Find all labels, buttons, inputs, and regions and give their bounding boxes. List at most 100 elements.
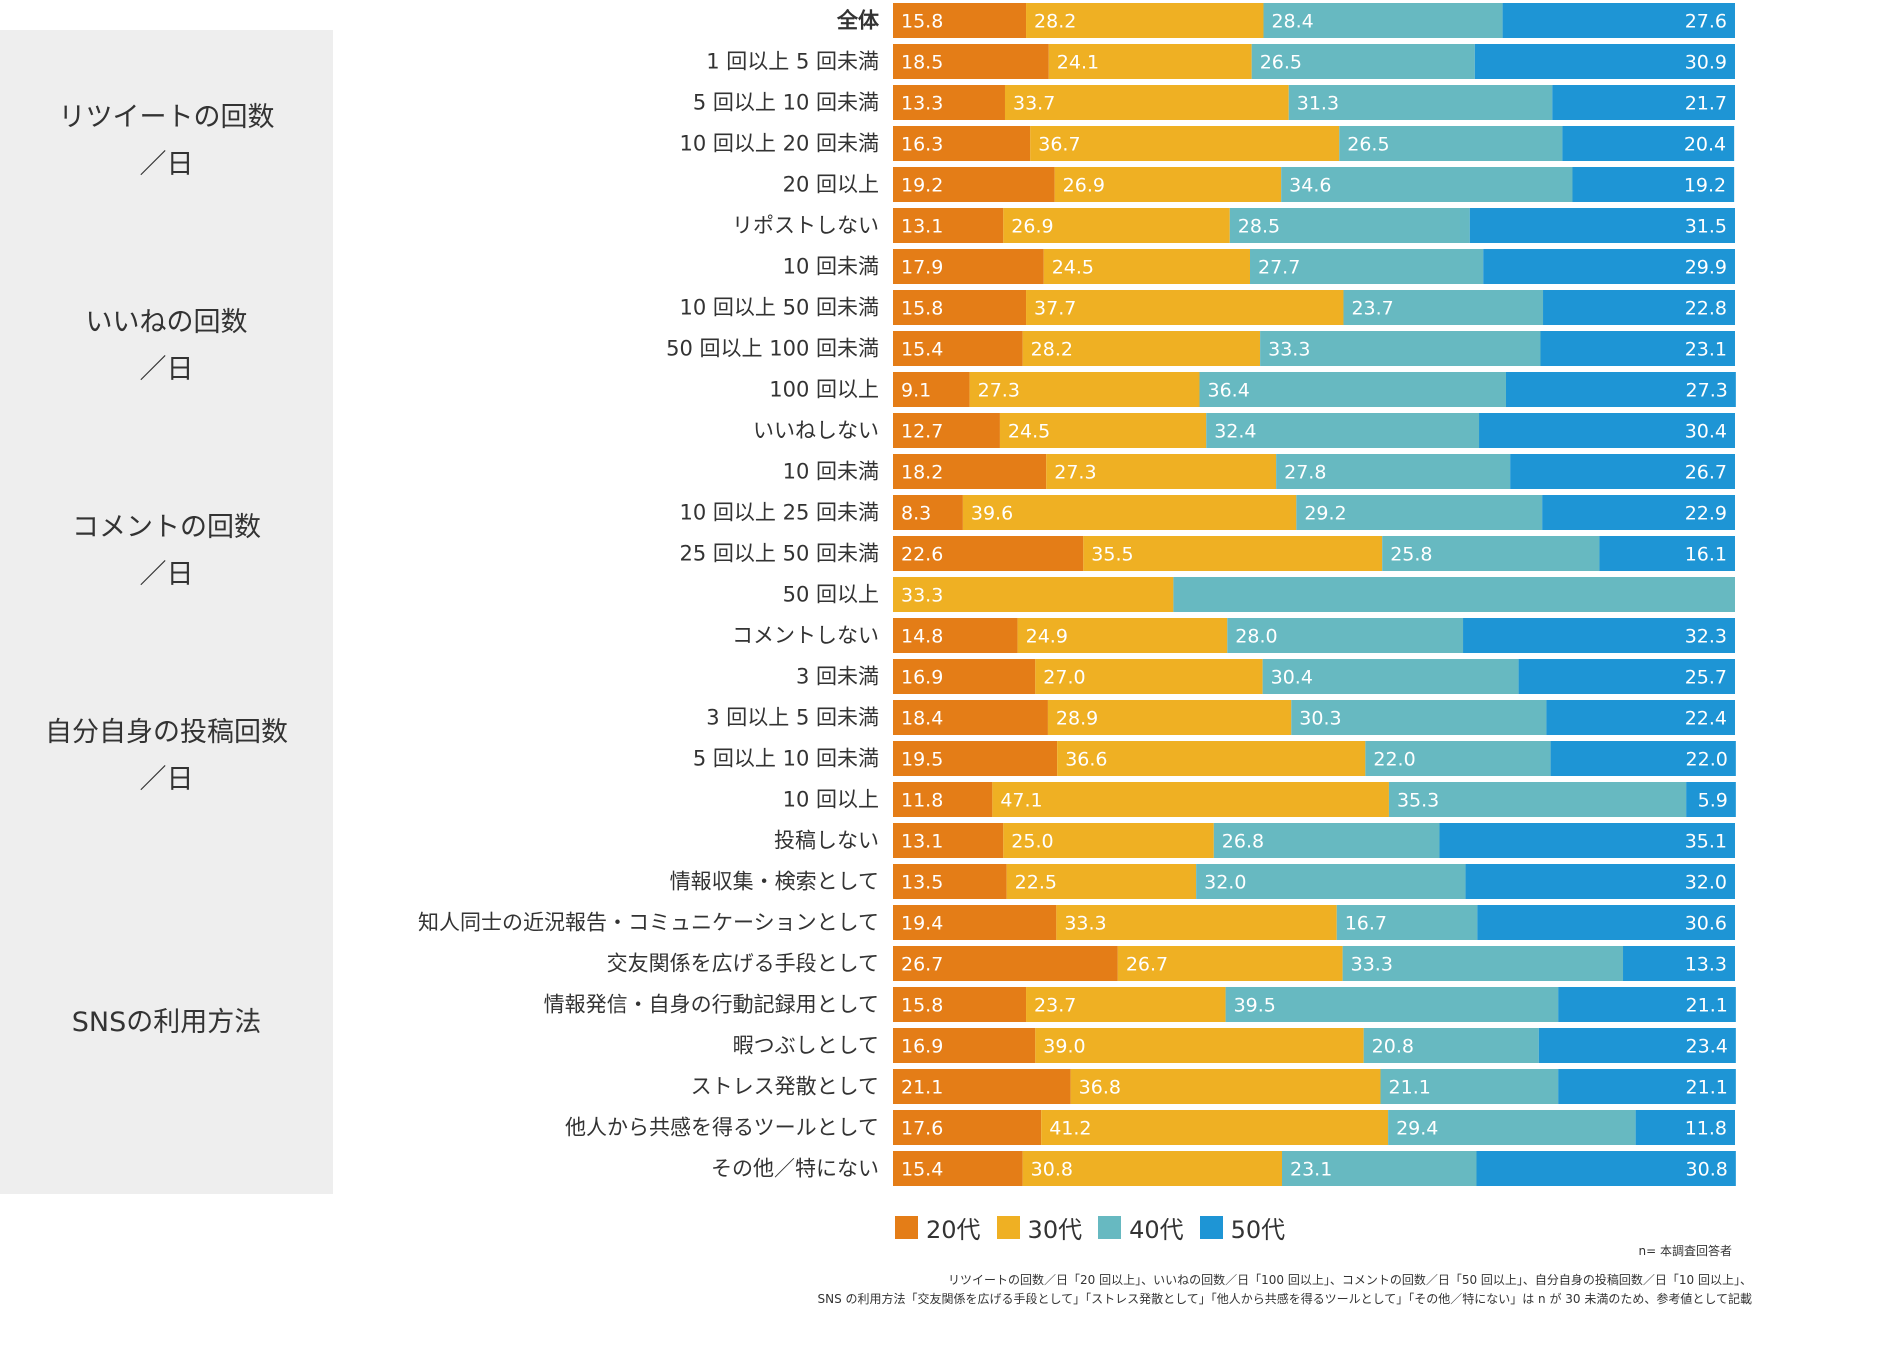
row-label: 20 回以上	[783, 173, 879, 197]
data-label-20s: 13.5	[901, 872, 943, 894]
bar-row: 5 回以上 10 回未満 19.5 36.6 22.0 22.0	[693, 741, 1736, 776]
bar-segment-40s	[1380, 1069, 1559, 1104]
data-label-50s: 5.9	[1698, 790, 1728, 812]
bar-segment-40s	[1263, 3, 1503, 38]
data-label-40s: 27.7	[1258, 257, 1300, 279]
bar-segment-50s	[1476, 1151, 1736, 1186]
bar-segment-50s	[1552, 85, 1735, 120]
row-label: 10 回以上 20 回未満	[680, 132, 879, 156]
data-label-50s: 30.6	[1685, 913, 1727, 935]
data-label-20s: 26.7	[901, 954, 943, 976]
row-label: 10 回以上	[783, 788, 879, 812]
bar-segment-30s	[1083, 536, 1383, 571]
data-label-50s: 32.3	[1685, 626, 1727, 648]
bar-segment-20s	[893, 782, 993, 817]
data-label-30s: 41.2	[1049, 1118, 1091, 1140]
bar-segment-20s	[893, 290, 1027, 325]
bar-row: 20 回以上 19.2 26.9 34.6 19.2	[783, 167, 1735, 202]
legend: 20代 30代 40代 50代	[895, 1209, 1285, 1245]
data-label-30s: 25.0	[1011, 831, 1053, 853]
data-label-30s: 36.7	[1038, 134, 1080, 156]
bar-segment-20s	[893, 85, 1005, 120]
bar-segment-40s	[1343, 290, 1544, 325]
bar-segment-20s	[893, 659, 1036, 694]
data-label-30s: 26.9	[1011, 216, 1053, 238]
data-label-20s: 21.1	[901, 1077, 943, 1099]
data-label-40s: 21.1	[1389, 1077, 1431, 1099]
data-label-30s: 24.5	[1052, 257, 1094, 279]
bar-segment-30s	[1004, 85, 1289, 120]
data-label-20s: 15.4	[901, 1159, 943, 1181]
group-label: コメントの回数 ／日	[72, 504, 261, 598]
bar-segment-50s	[1502, 3, 1735, 38]
row-label: 3 回以上 5 回未満	[706, 706, 879, 730]
row-label: 100 回以上	[769, 378, 879, 402]
bar-segment-50s	[1483, 249, 1735, 284]
legend-label-50s: 50代	[1230, 1215, 1286, 1244]
data-label-20s: 9.1	[901, 380, 931, 402]
footnote-line-2: SNS の利用方法「交友関係を広げる手段として」「ストレス発散として」「他人から…	[817, 1292, 1753, 1306]
row-label: 3 回未満	[796, 665, 879, 689]
row-label: 知人同士の近況報告・コミュニケーションとして	[418, 911, 879, 935]
data-label-40s: 31.3	[1297, 93, 1339, 115]
data-label-50s: 22.4	[1685, 708, 1727, 730]
bar-row: 10 回未満 18.2 27.3 27.8 26.7	[783, 454, 1735, 489]
data-label-20s: 22.6	[901, 544, 943, 566]
data-label-20s: 19.2	[901, 175, 943, 197]
footnote-line-1: リツイートの回数／日「20 回以上」、いいねの回数／日「100 回以上」、コメン…	[948, 1273, 1752, 1287]
data-label-20s: 18.4	[901, 708, 943, 730]
data-label-40s: 33.3	[1268, 339, 1310, 361]
data-label-20s: 17.6	[901, 1118, 943, 1140]
bar-segment-30s	[1022, 1151, 1283, 1186]
bar-segment-20s	[893, 126, 1031, 161]
bar-segment-40s	[1291, 700, 1547, 735]
group-panel: コメントの回数 ／日	[0, 440, 333, 661]
row-label: ストレス発散として	[691, 1075, 879, 1099]
row-label: 交友関係を広げる手段として	[607, 952, 879, 976]
bar-segment-30s	[1026, 3, 1264, 38]
data-label-50s: 20.4	[1684, 134, 1726, 156]
bar-segment-50s	[1538, 1028, 1736, 1063]
data-label-20s: 11.8	[901, 790, 943, 812]
bar-segment-40s	[1213, 823, 1440, 858]
group-label-line: コメントの回数	[72, 511, 261, 543]
data-label-30s: 22.5	[1015, 872, 1057, 894]
row-label: 他人から共感を得るツールとして	[565, 1116, 879, 1140]
data-label-50s: 30.9	[1685, 52, 1727, 74]
group-label-line: SNSの利用方法	[71, 1006, 262, 1038]
bar-segment-30s	[992, 782, 1389, 817]
bar-row: 50 回以上 33.3	[783, 577, 1735, 612]
row-label: 10 回未満	[783, 255, 879, 279]
data-label-40s: 30.3	[1299, 708, 1341, 730]
data-label-30s: 36.8	[1079, 1077, 1121, 1099]
group-label: SNSの利用方法	[72, 999, 261, 1046]
data-label-50s: 21.1	[1686, 995, 1728, 1017]
data-label-30s: 30.8	[1031, 1159, 1073, 1181]
bar-segment-40s	[1262, 659, 1519, 694]
data-label-30s: 36.6	[1065, 749, 1107, 771]
data-label-40s: 32.0	[1204, 872, 1246, 894]
legend-swatch-50s	[1199, 1215, 1223, 1239]
bar-segment-30s	[1017, 618, 1228, 653]
bar-segment-50s	[1550, 741, 1736, 776]
bar-segment-20s	[893, 618, 1018, 653]
row-label: 10 回未満	[783, 460, 879, 484]
bar-segment-50s	[1686, 782, 1736, 817]
data-label-20s: 13.1	[901, 216, 943, 238]
data-label-30s: 35.5	[1091, 544, 1133, 566]
data-label-30s: 27.3	[978, 380, 1020, 402]
legend-item-30s: 30代	[996, 1210, 1082, 1245]
bar-row: 10 回以上 50 回未満 15.8 37.7 23.7 22.8	[680, 290, 1735, 325]
bar-segment-20s	[893, 331, 1023, 366]
group-panel: リツイートの回数 ／日	[0, 30, 333, 251]
bar-segment-40s	[1206, 413, 1480, 448]
bar-segment-40s	[1296, 495, 1543, 530]
bar-segment-50s	[1479, 413, 1735, 448]
data-label-50s: 21.7	[1685, 93, 1727, 115]
bar-row: いいねしない 12.7 24.5 32.4 30.4	[753, 413, 1735, 448]
bar-row: 投稿しない 13.1 25.0 26.8 35.1	[774, 823, 1735, 858]
bar-row: 情報発信・自身の行動記録用として 15.8 23.7 39.5 21.1	[544, 987, 1736, 1022]
bar-segment-20s	[893, 413, 1000, 448]
bar-segment-30s	[893, 577, 1174, 612]
bar-segment-40s	[1382, 536, 1600, 571]
